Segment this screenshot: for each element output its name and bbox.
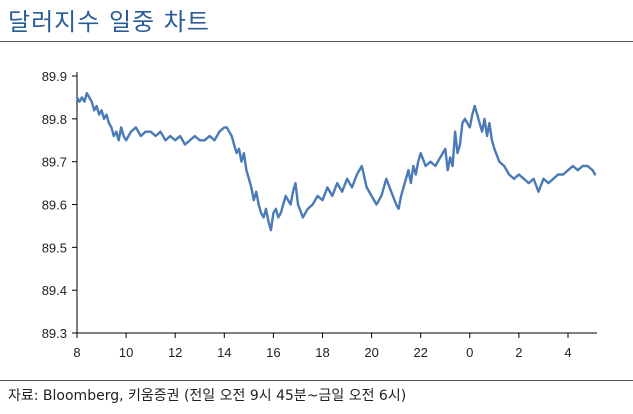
x-tick-label: 12 — [168, 345, 182, 360]
x-tick-label: 22 — [413, 345, 427, 360]
x-tick-label: 0 — [466, 345, 473, 360]
x-tick-label: 10 — [119, 345, 133, 360]
line-chart: 89.3 89.4 89.5 89.6 89.7 89.8 89.9 8 10 12 14 16 18… — [42, 69, 597, 360]
x-tick-label: 4 — [564, 345, 571, 360]
footer-divider — [0, 380, 633, 381]
dollar-index-line — [75, 91, 597, 232]
y-tick-label: 89.3 — [42, 326, 67, 341]
y-tick-label: 89.5 — [42, 240, 67, 255]
x-tick-label: 8 — [73, 345, 80, 360]
chart-axes — [76, 72, 597, 334]
x-tick-label: 14 — [217, 345, 231, 360]
x-axis-ticks: 8 10 12 14 16 18 20 22 0 2 4 — [73, 333, 572, 360]
title-divider — [0, 41, 633, 42]
x-tick-label: 2 — [515, 345, 522, 360]
series-group — [75, 91, 597, 232]
x-tick-label: 16 — [266, 345, 280, 360]
y-tick-label: 89.7 — [42, 155, 67, 170]
y-tick-label: 89.8 — [42, 112, 67, 127]
x-tick-label: 18 — [315, 345, 329, 360]
y-tick-label: 89.4 — [42, 283, 67, 298]
y-axis-ticks: 89.3 89.4 89.5 89.6 89.7 89.8 89.9 — [42, 69, 77, 341]
y-tick-label: 89.9 — [42, 69, 67, 84]
source-note: 자료: Bloomberg, 키움증권 (전일 오전 9시 45분~금일 오전 … — [8, 388, 407, 404]
chart-title: 달러지수 일중 차트 — [8, 8, 210, 36]
x-tick-label: 20 — [364, 345, 378, 360]
y-tick-label: 89.6 — [42, 198, 67, 213]
